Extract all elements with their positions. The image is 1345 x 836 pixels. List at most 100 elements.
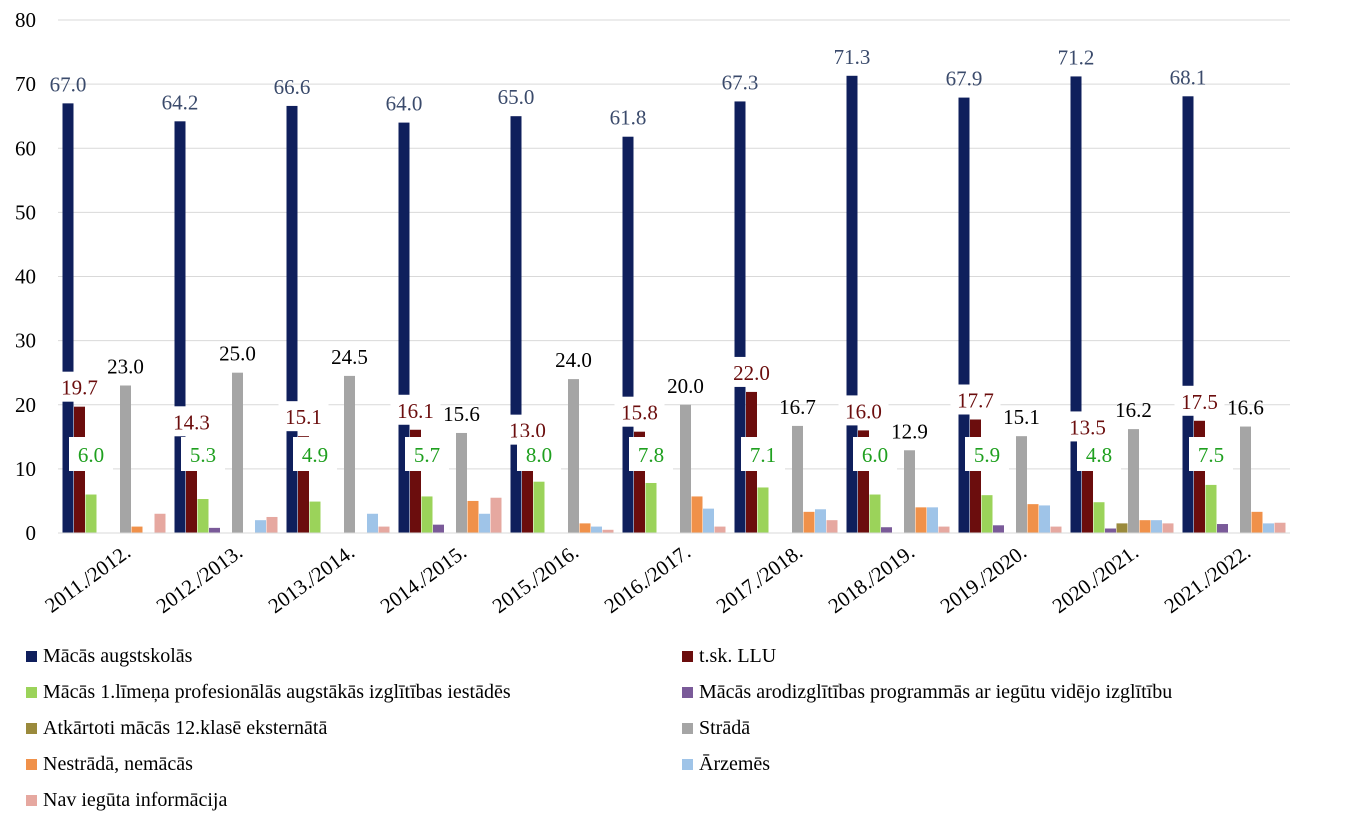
data-label: 25.0 [219, 342, 256, 366]
legend-item: t.sk. LLU [682, 645, 776, 668]
bar [869, 494, 881, 533]
bar [433, 524, 444, 533]
bar [510, 116, 522, 533]
data-label: 24.0 [555, 348, 592, 372]
legend-swatch [682, 651, 693, 662]
bar [927, 507, 938, 533]
bar [645, 482, 657, 533]
bar [1194, 420, 1205, 533]
bar [591, 526, 602, 533]
bar [522, 449, 533, 533]
bar [703, 508, 714, 533]
bar [757, 487, 769, 533]
data-label: 12.9 [891, 419, 928, 443]
legend-item: Ārzemēs [682, 753, 770, 776]
bar [904, 450, 915, 533]
legend-item: Atkārtoti mācās 12.klasē eksternātā [26, 717, 327, 740]
data-label: 24.5 [331, 345, 368, 369]
legend-label: Nav iegūta informācija [43, 789, 228, 811]
bar [1274, 522, 1286, 533]
data-label: 65.0 [498, 85, 535, 109]
y-tick-label: 40 [15, 265, 36, 289]
bar [579, 523, 591, 533]
data-label-box [405, 437, 449, 471]
data-label-box [950, 384, 1001, 415]
bar [1093, 502, 1105, 533]
data-label-box [278, 401, 329, 432]
data-label-box [69, 437, 113, 471]
bar [1128, 429, 1139, 533]
bar [826, 520, 838, 533]
y-tick-label: 20 [15, 393, 36, 417]
data-label: 17.7 [957, 388, 994, 412]
bar [255, 520, 266, 533]
bar [1027, 504, 1039, 533]
data-label-box [853, 437, 897, 471]
bar [378, 526, 390, 533]
y-tick-label: 80 [15, 8, 36, 32]
bar [154, 513, 166, 533]
legend-item: Mācās 1.līmeņa profesionālās augstākās i… [26, 681, 511, 704]
bar [915, 507, 927, 533]
bar [410, 429, 421, 533]
bar [1217, 524, 1228, 533]
legend-item: Strādā [682, 717, 750, 740]
data-label-box [517, 437, 561, 471]
bar [1162, 523, 1174, 533]
data-label: 66.6 [274, 75, 311, 99]
legend-label: Mācās augstskolās [43, 645, 193, 667]
bar [792, 425, 803, 533]
bar [815, 509, 826, 533]
bar [85, 494, 97, 533]
x-tick-label: 2011./2012. [40, 540, 135, 618]
x-tick-label: 2019./2020. [936, 540, 1031, 618]
data-label-box [181, 437, 225, 471]
bar [490, 497, 502, 533]
data-label: 4.8 [1086, 443, 1112, 467]
bar [958, 97, 970, 533]
x-tick-label: 2021./2022. [1160, 540, 1255, 618]
bar [62, 103, 74, 534]
data-label: 16.7 [779, 395, 816, 419]
data-label-box [614, 396, 665, 427]
x-tick-label: 2017./2018. [712, 540, 807, 618]
legend-swatch [26, 687, 37, 698]
legend-swatch [26, 723, 37, 734]
legend-label: t.sk. LLU [699, 645, 777, 667]
bar [131, 526, 143, 533]
bar [479, 513, 490, 533]
data-label-box [390, 394, 441, 425]
chart-plot: 0 10 20 30 40 50 60 70 80 67.0 64.2 66.6 64.0 65.0 61.… [15, 8, 1290, 618]
x-tick-label: 2012./2013. [152, 540, 247, 618]
data-label: 23.0 [107, 355, 144, 379]
data-label: 6.0 [78, 443, 104, 467]
bar [858, 430, 869, 533]
data-label: 17.5 [1181, 390, 1218, 414]
legend-label: Atkārtoti mācās 12.klasē eksternātā [43, 717, 328, 739]
bar [714, 526, 726, 533]
bar [734, 101, 746, 533]
x-tick-label: 2013./2014. [264, 540, 359, 618]
bar [421, 496, 433, 533]
bar [634, 431, 645, 533]
bar [398, 122, 410, 533]
bar [1182, 96, 1194, 533]
bar [298, 436, 309, 533]
data-label: 8.0 [526, 443, 552, 467]
x-tick-label: 2014./2015. [376, 540, 471, 618]
legend-swatch [682, 759, 693, 770]
bar [286, 105, 298, 534]
data-label: 22.0 [733, 361, 770, 385]
data-label: 20.0 [667, 374, 704, 398]
data-label: 64.0 [386, 92, 423, 116]
data-label-box [293, 437, 337, 471]
data-label-box [1189, 437, 1233, 471]
legend-label: Mācās arodizglītības programmās ar iegūt… [699, 681, 1173, 703]
data-label: 7.5 [1198, 443, 1224, 467]
legend-swatch [26, 759, 37, 770]
bar [938, 526, 950, 533]
data-label: 6.0 [862, 443, 888, 467]
data-label: 5.7 [414, 443, 440, 467]
data-label: 13.5 [1069, 415, 1106, 439]
